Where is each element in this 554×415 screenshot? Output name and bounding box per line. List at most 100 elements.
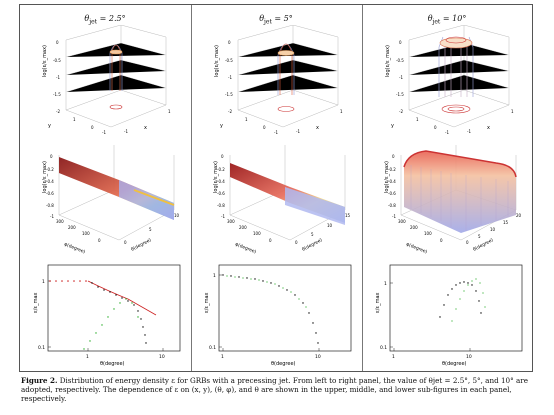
x-tick: 1 [168, 109, 171, 114]
upper-zlabel: log(ε/ε_max) [214, 45, 220, 77]
theta-tick: 5 [311, 232, 314, 237]
z-tick: -0.5 [53, 58, 61, 63]
z-tick: -0.4 [46, 179, 54, 184]
middle-zlabel: log(ε/ε_max) [384, 161, 390, 193]
upper-xlabel: x [144, 125, 147, 131]
z-tick: -0.6 [46, 191, 54, 196]
x-tick: 1 [392, 354, 395, 360]
z-tick: -0.5 [396, 58, 404, 63]
theta-tick: 0 [295, 240, 298, 245]
theta-tick: 15 [503, 220, 509, 225]
phi-tick: 0 [440, 238, 443, 243]
theta-tick: 20 [516, 213, 522, 218]
middle-plot-3: log(ε/ε_max) 0 -0.2 -0.4 -0.6 -0.8 -1 30… [384, 145, 522, 255]
lower-plot-3: ε/ε_max 1 0.1 1 10 θ(degree) [375, 264, 523, 367]
upper-zlabel: log(ε/ε_max) [42, 45, 48, 77]
y-tick: -1 [274, 130, 278, 135]
figure-caption: Figure 2. Distribution of energy density… [21, 376, 535, 404]
phi-tick: 0 [98, 238, 101, 243]
phi-tick: 0 [269, 238, 272, 243]
phi-tick: 300 [227, 219, 235, 224]
z-tick: -0.8 [217, 203, 225, 208]
y-tick: 0 [91, 125, 94, 130]
phi-tick: 200 [410, 225, 418, 230]
panel-title-2: θjet = 5° [259, 14, 293, 26]
upper-xlabel: x [487, 125, 490, 131]
z-tick: 0 [399, 40, 402, 45]
phi-tick: 100 [424, 231, 432, 236]
z-tick: -2 [399, 109, 403, 114]
z-tick: 0 [56, 40, 59, 45]
lower-xlabel: θ(degree) [100, 361, 125, 367]
z-tick: 0 [228, 40, 231, 45]
phi-tick: 200 [68, 225, 76, 230]
lower-xlabel: θ(degree) [442, 361, 467, 367]
z-tick: -0.2 [388, 167, 396, 172]
theta-tick: 0 [466, 240, 469, 245]
y-tick: 1 [384, 281, 387, 287]
z-tick: 0 [392, 154, 395, 159]
z-tick: -1 [56, 75, 60, 80]
z-tick: -0.4 [217, 179, 225, 184]
upper-ylabel: y [220, 123, 223, 129]
middle-plot-2: log(ε/ε_max) 0 -0.2 -0.4 -0.6 -0.8 -1 30… [213, 145, 351, 255]
y-tick: 1 [42, 279, 45, 285]
figure-grid: θjet = 2.5° θjet = 5° θjet = 10° log(ε/ε… [19, 4, 533, 372]
z-tick: 0 [221, 154, 224, 159]
upper-zlabel: log(ε/ε_max) [385, 45, 391, 77]
phi-tick: 100 [82, 231, 90, 236]
z-tick: -1.5 [396, 92, 404, 97]
caption-text: Distribution of energy density ε for GRB… [21, 376, 528, 404]
middle-zlabel: log(ε/ε_max) [42, 161, 48, 193]
z-tick: -1 [50, 214, 54, 219]
lower-plot-1: ε/ε_max 1 0.1 1 10 θ(degree) [33, 264, 181, 367]
upper-ylabel: y [391, 123, 394, 129]
upper-plot-2: log(ε/ε_max) 0 -0.5 -1 -1.5 -2 1 y 0 -1 … [214, 25, 343, 135]
y-tick: 0.1 [209, 345, 216, 351]
phi-tick: 100 [253, 231, 261, 236]
column-divider [362, 5, 363, 371]
phi-tick: 200 [239, 225, 247, 230]
z-tick: -1 [392, 214, 396, 219]
phi-label: φ(degree) [234, 241, 257, 255]
y-tick: 0 [434, 125, 437, 130]
z-tick: -2 [228, 109, 232, 114]
upper-plot-1: log(ε/ε_max) 0 -0.5 -1 -1.5 -2 1 y 0 -1 … [42, 25, 171, 135]
z-tick: 0 [50, 154, 53, 159]
x-tick: 10 [315, 354, 321, 360]
middle-zlabel: log(ε/ε_max) [213, 161, 219, 193]
theta-label: θ(degree) [301, 237, 323, 253]
upper-ylabel: y [48, 123, 51, 129]
theta-label: θ(degree) [472, 237, 494, 253]
y-tick: 1 [245, 117, 248, 122]
z-tick: -0.6 [217, 191, 225, 196]
z-tick: -1 [399, 75, 403, 80]
z-tick: -0.8 [388, 203, 396, 208]
y-tick: -1 [102, 130, 106, 135]
theta-tick: 10 [327, 223, 333, 228]
column-divider [191, 5, 192, 371]
z-tick: -1 [221, 214, 225, 219]
z-tick: -0.4 [388, 179, 396, 184]
z-tick: -0.2 [46, 167, 54, 172]
middle-plot-1: log(ε/ε_max) 0 -0.2 -0.4 -0.6 -0.8 -1 30… [42, 145, 180, 255]
lower-ylabel: ε/ε_max [33, 292, 39, 313]
x-tick: -1 [124, 129, 128, 134]
caption-label: Figure 2. [21, 376, 58, 385]
z-tick: -0.5 [225, 58, 233, 63]
x-tick: 10 [159, 354, 165, 360]
z-tick: -2 [56, 109, 60, 114]
y-tick: 0 [263, 125, 266, 130]
y-tick: 1 [73, 117, 76, 122]
lower-xlabel: θ(degree) [271, 361, 296, 367]
x-tick: -1 [467, 129, 471, 134]
theta-tick: 10 [174, 213, 180, 218]
upper-plot-3: log(ε/ε_max) 0 -0.5 -1 -1.5 -2 1 y 0 -1 … [385, 25, 514, 135]
panel-title-3: θjet = 10° [427, 14, 467, 26]
y-tick: -1 [445, 130, 449, 135]
theta-tick: 0 [124, 240, 127, 245]
z-tick: -1 [228, 75, 232, 80]
theta-tick: 5 [478, 234, 481, 239]
y-tick: 0.1 [380, 345, 387, 351]
lower-ylabel: ε/ε_max [204, 292, 210, 313]
